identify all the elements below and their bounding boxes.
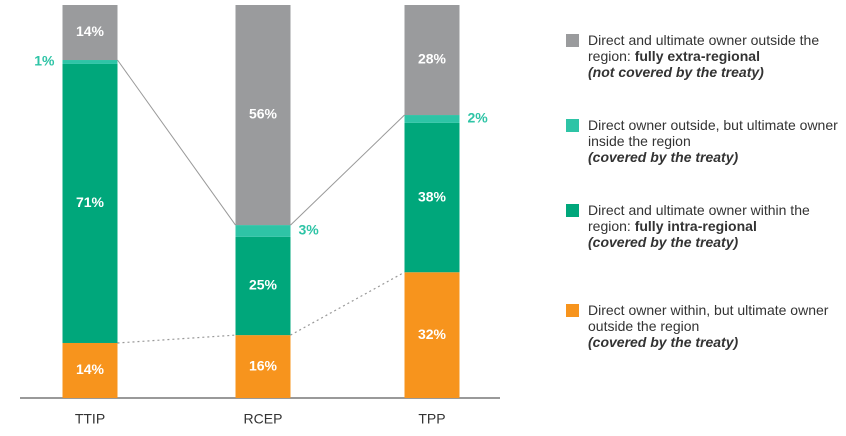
connector-solid [117, 59, 236, 226]
connector-dotted [290, 271, 405, 336]
data-label: 16% [249, 357, 278, 373]
bar-segment [235, 335, 291, 398]
legend-swatch [566, 119, 579, 132]
x-tick-label: TTIP [75, 411, 105, 427]
legend-entry: Direct owner within, but ultimate owner … [588, 302, 838, 350]
data-label: 14% [76, 361, 105, 377]
legend-bold: fully intra-regional [634, 218, 757, 234]
connector-dotted [117, 334, 236, 344]
data-label: 32% [418, 326, 447, 342]
bar-segment [235, 236, 291, 336]
bar-segment [404, 115, 460, 123]
legend-bold: fully extra-regional [634, 48, 760, 64]
data-label: 2% [468, 110, 489, 126]
bar-segment [62, 60, 118, 64]
data-label: 25% [249, 277, 278, 293]
legend-note: (covered by the treaty) [588, 149, 739, 165]
legend-text: Direct owner within, but ultimate owner … [588, 302, 829, 334]
data-label: 28% [418, 51, 447, 67]
bar-segment [404, 122, 460, 273]
legend-entry: Direct and ultimate owner outside the re… [588, 32, 838, 80]
legend-text: Direct owner outside, but ultimate owner… [588, 117, 838, 149]
legend-entry: Direct owner outside, but ultimate owner… [588, 117, 838, 165]
legend-swatch [566, 304, 579, 317]
legend-swatch [566, 204, 579, 217]
legend-note: (covered by the treaty) [588, 334, 739, 350]
data-label: 3% [299, 222, 320, 238]
x-tick-label: TPP [418, 411, 445, 427]
legend-note: (not covered by the treaty) [588, 64, 764, 80]
bar-segment [62, 342, 118, 398]
data-label: 14% [76, 23, 105, 39]
bar-segment [235, 225, 291, 237]
data-label: 1% [34, 53, 55, 69]
bar-segment [404, 272, 460, 398]
legend-swatch [566, 34, 579, 47]
data-label: 38% [418, 188, 447, 204]
data-label: 71% [76, 194, 105, 210]
data-label: 56% [249, 106, 278, 122]
legend-text: Direct and ultimate owner within the reg… [588, 202, 810, 234]
legend-entry: Direct and ultimate owner within the reg… [588, 202, 838, 250]
bar-segment [235, 5, 291, 226]
legend-text: Direct and ultimate owner outside the re… [588, 32, 820, 64]
legend-note: (covered by the treaty) [588, 234, 739, 250]
bar-segment [404, 5, 460, 116]
x-tick-label: RCEP [244, 411, 283, 427]
bar-segment [62, 5, 118, 61]
connector-solid [290, 114, 405, 226]
bar-segment [62, 63, 118, 343]
